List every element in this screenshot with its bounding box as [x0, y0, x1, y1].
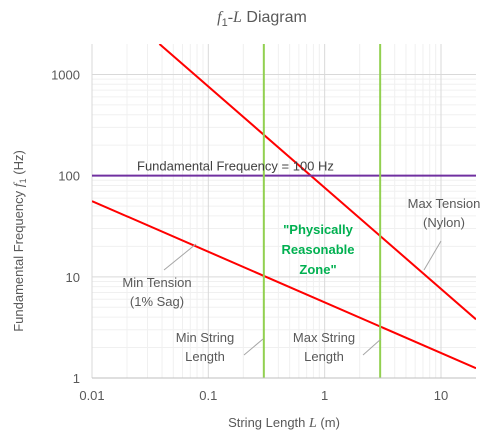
- series-line-max-tension-nylon: [158, 44, 476, 321]
- leader-min-tension: [163, 243, 197, 271]
- y-tick-label: 1000: [51, 67, 80, 82]
- annotation-layer: Fundamental Frequency = 100 Hz "Physicall…: [122, 159, 480, 364]
- x-tick-label: 10: [434, 388, 448, 403]
- y-tick-label: 10: [66, 270, 80, 285]
- series-layer: [92, 44, 476, 378]
- x-axis-label: String Length L (m): [228, 415, 340, 431]
- leader-min-string-length: [243, 338, 264, 356]
- annotation-physically-reasonable-zone: "Physically Reasonable Zone": [282, 222, 355, 277]
- annotation-min-tension: Min Tension (1% Sag): [122, 275, 191, 309]
- annotation-max-string-length: Max String Length: [293, 330, 355, 364]
- y-tick-label: 100: [58, 169, 80, 184]
- leader-max-tension: [423, 240, 442, 271]
- series-line-min-tension-1-sag: [92, 200, 476, 370]
- annotation-fundamental-frequency: Fundamental Frequency = 100 Hz: [137, 159, 334, 174]
- axes-layer: 0.01 0.1 1 10 1 10 100 1000 f1-L Diagram String L…: [11, 9, 476, 431]
- x-tick-label: 1: [321, 388, 328, 403]
- annotation-max-tension: Max Tension (Nylon): [408, 196, 481, 230]
- leader-max-string-length: [362, 338, 382, 356]
- x-tick-label: 0.01: [79, 388, 104, 403]
- chart-title: f1-L Diagram: [217, 9, 307, 29]
- annotation-min-string-length: Min String Length: [176, 330, 235, 364]
- grid-layer: [91, 44, 476, 379]
- y-axis-label: Fundamental Frequency f1 (Hz): [11, 150, 28, 332]
- y-tick-label: 1: [73, 371, 80, 386]
- x-tick-label: 0.1: [199, 388, 217, 403]
